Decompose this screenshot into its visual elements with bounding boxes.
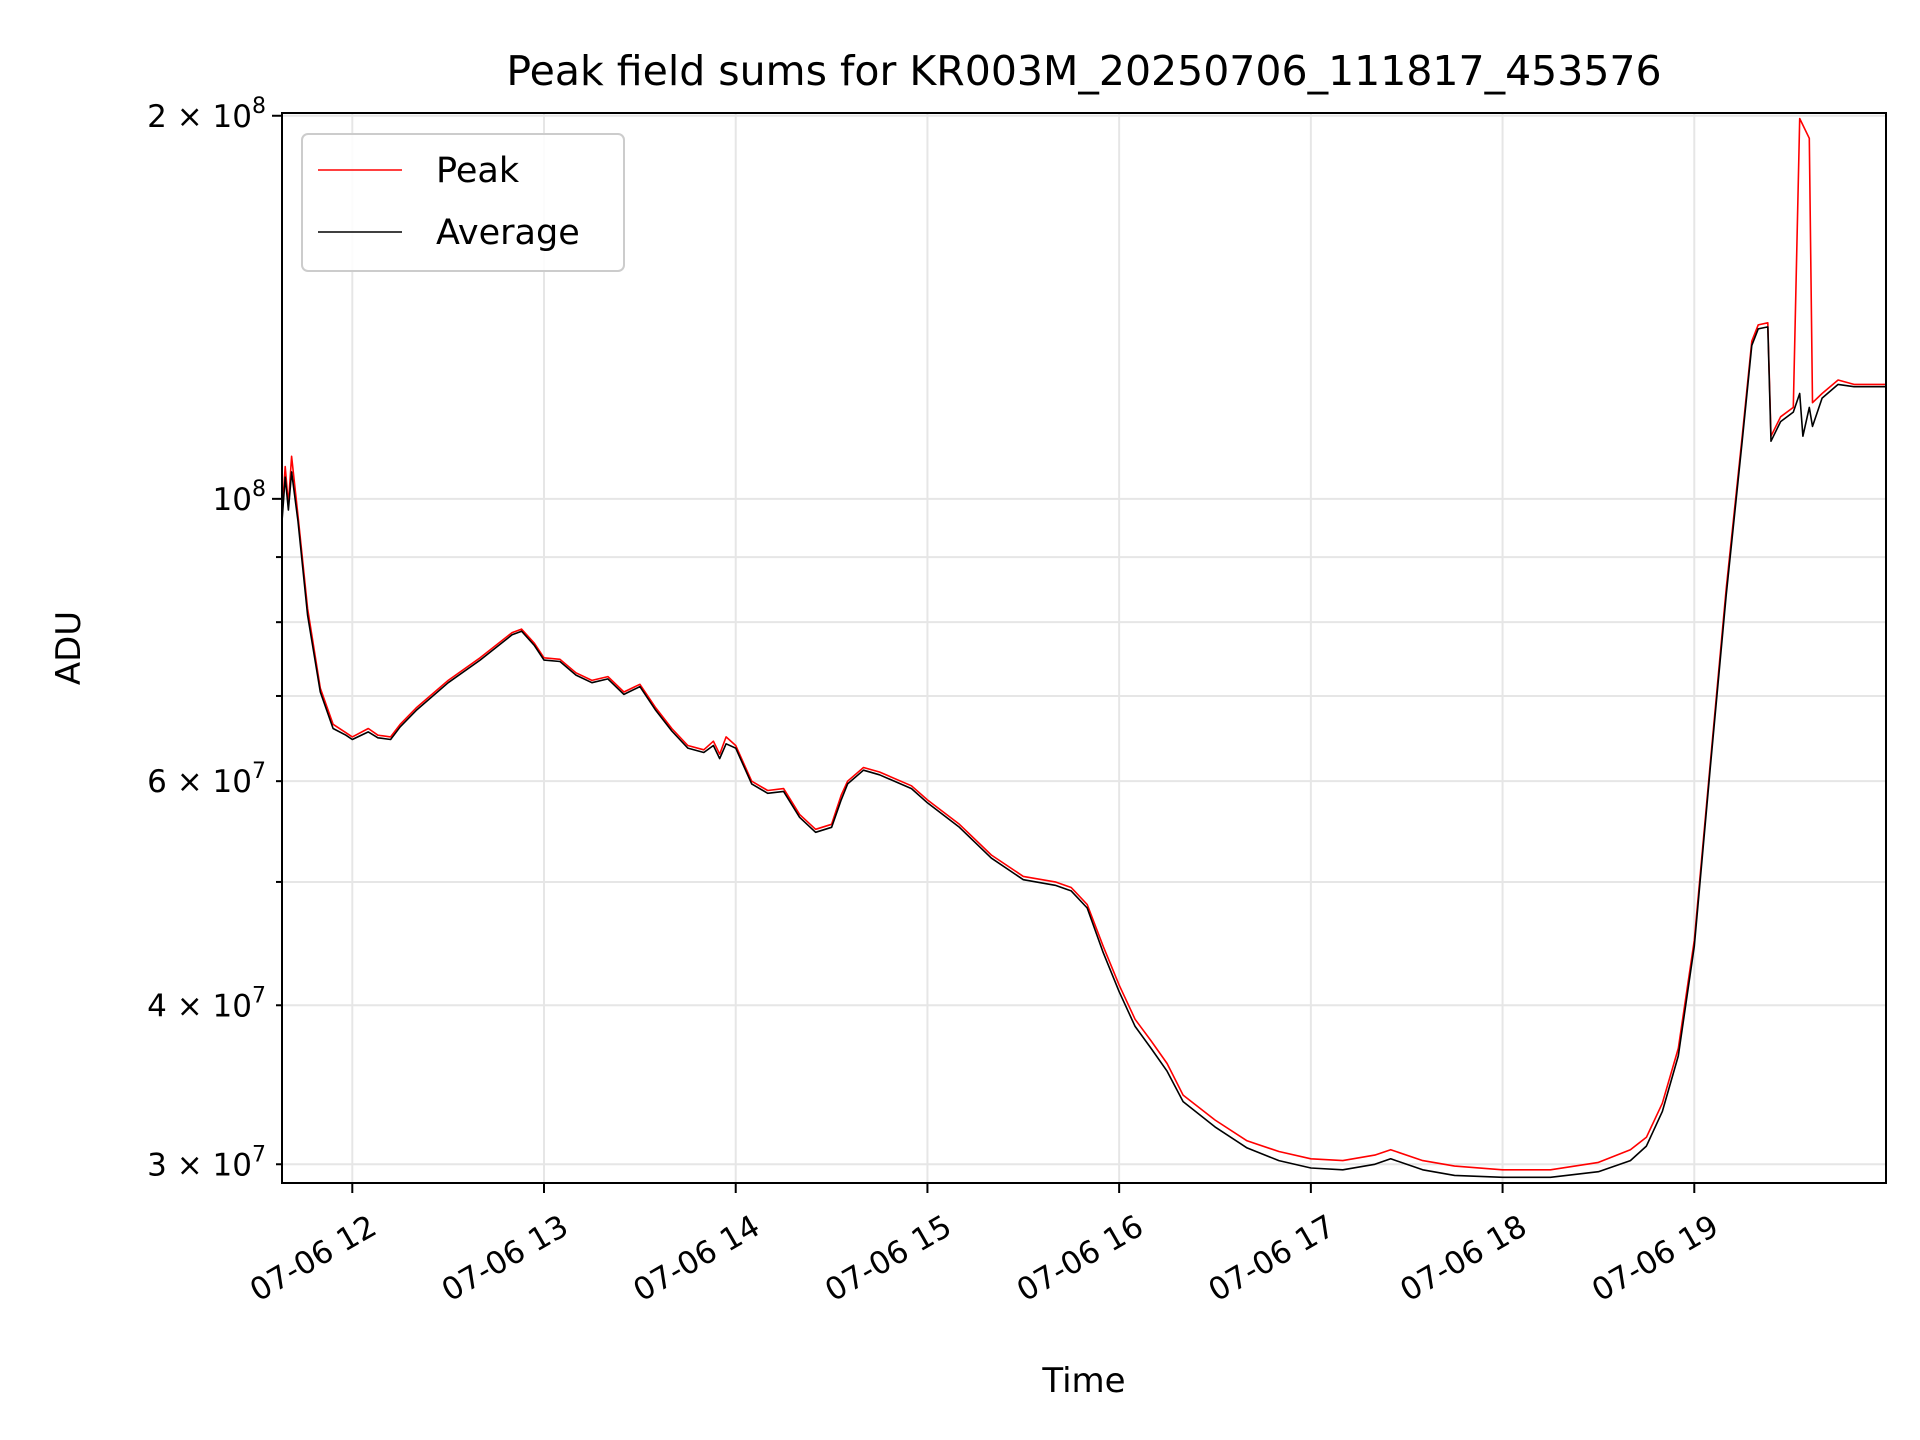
grid bbox=[282, 113, 1886, 1183]
y-tick-label: 108 bbox=[213, 477, 266, 518]
series-line-average bbox=[282, 326, 1886, 1179]
y-tick-label: 4 × 107 bbox=[147, 983, 266, 1024]
y-tick-label: 6 × 107 bbox=[147, 759, 266, 800]
plot-frame bbox=[281, 112, 1887, 1184]
series-lines bbox=[282, 117, 1886, 1179]
y-tick-label: 2 × 108 bbox=[147, 94, 266, 135]
y-tick-label: 3 × 107 bbox=[147, 1142, 266, 1183]
legend: Peak Average bbox=[301, 133, 625, 272]
y-axis-title: ADU bbox=[49, 611, 89, 685]
x-axis-title: Time bbox=[1041, 1361, 1125, 1401]
legend-label-peak: Peak bbox=[436, 151, 520, 191]
legend-box bbox=[301, 133, 625, 272]
legend-label-average: Average bbox=[436, 213, 580, 253]
chart-title: Peak field sums for KR003M_20250706_1118… bbox=[506, 47, 1661, 95]
